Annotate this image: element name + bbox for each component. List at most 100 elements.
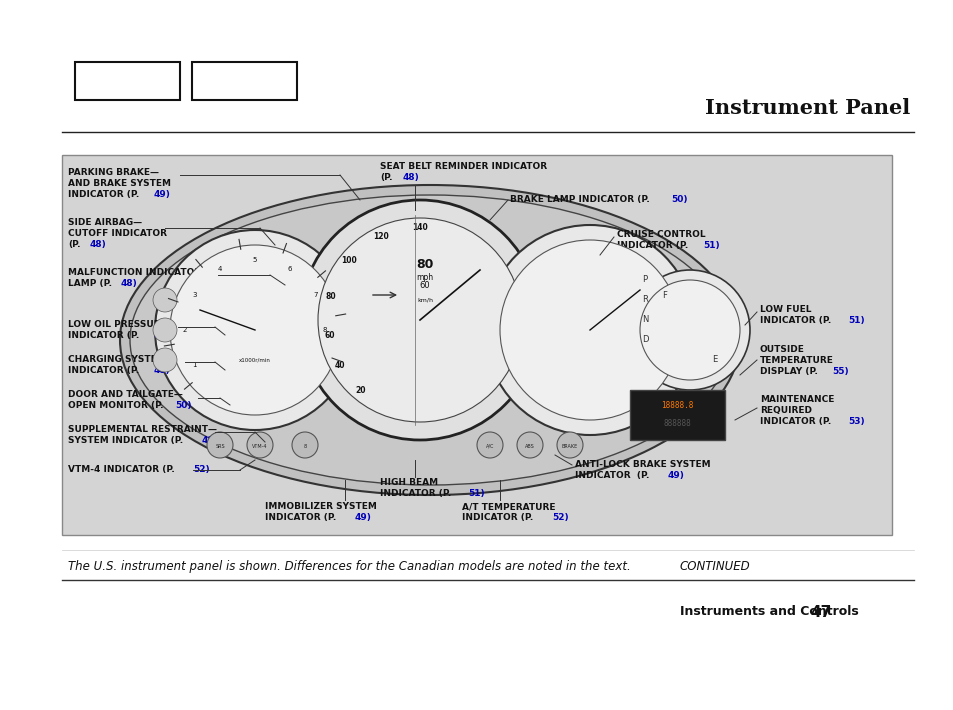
Text: DISPLAY (P.: DISPLAY (P. [760, 367, 817, 376]
Text: INDICATOR  (P.: INDICATOR (P. [575, 471, 649, 480]
Text: 48): 48) [202, 436, 218, 445]
Text: SYSTEM INDICATOR (P.: SYSTEM INDICATOR (P. [68, 436, 183, 445]
Text: AND BRAKE SYSTEM: AND BRAKE SYSTEM [68, 179, 171, 188]
Text: CRUISE CONTROL: CRUISE CONTROL [617, 230, 705, 239]
Text: OUTSIDE: OUTSIDE [760, 345, 804, 354]
Text: 20: 20 [355, 386, 366, 395]
Text: 53): 53) [847, 417, 863, 426]
Text: N: N [641, 315, 647, 324]
Text: x1000r/min: x1000r/min [239, 358, 271, 363]
Text: LOW FUEL: LOW FUEL [760, 305, 811, 314]
Text: PARKING BRAKE—: PARKING BRAKE— [68, 168, 159, 177]
Circle shape [484, 225, 695, 435]
Circle shape [317, 218, 521, 422]
Text: 8: 8 [303, 444, 306, 449]
Text: 888888: 888888 [663, 418, 691, 427]
Circle shape [247, 432, 273, 458]
Circle shape [292, 432, 317, 458]
Text: 60: 60 [419, 280, 430, 290]
Text: 49): 49) [153, 190, 171, 199]
Text: 49): 49) [667, 471, 684, 480]
Bar [192, 62, 296, 100]
Bar [75, 62, 180, 100]
Text: 40: 40 [335, 361, 345, 371]
Text: TEMPERATURE: TEMPERATURE [760, 356, 833, 365]
Ellipse shape [130, 195, 729, 485]
Text: INDICATOR (P.: INDICATOR (P. [760, 417, 830, 426]
Text: CHARGING SYSTEM—: CHARGING SYSTEM— [68, 355, 174, 364]
Text: 55): 55) [831, 367, 848, 376]
Text: 7: 7 [313, 292, 317, 298]
Text: 140: 140 [412, 224, 428, 232]
Ellipse shape [120, 185, 740, 495]
Text: Instruments and Controls: Instruments and Controls [679, 605, 858, 618]
Text: LOW OIL PRESSURE: LOW OIL PRESSURE [68, 320, 167, 329]
Text: F: F [662, 290, 667, 300]
Circle shape [476, 432, 502, 458]
Text: 18888.8: 18888.8 [660, 401, 693, 410]
Text: OPEN MONITOR (P.: OPEN MONITOR (P. [68, 401, 163, 410]
Circle shape [639, 280, 740, 380]
Text: 60: 60 [324, 332, 335, 341]
Text: BRAKE LAMP INDICATOR (P.: BRAKE LAMP INDICATOR (P. [510, 195, 649, 204]
Text: 47: 47 [809, 605, 830, 620]
Circle shape [499, 240, 679, 420]
Text: 48): 48) [153, 331, 171, 340]
Text: 1: 1 [192, 362, 196, 368]
Text: VTM-4: VTM-4 [252, 444, 268, 449]
Text: (P.: (P. [379, 173, 392, 182]
Text: 120: 120 [373, 232, 389, 241]
Text: 48): 48) [402, 173, 419, 182]
Text: 48): 48) [90, 240, 107, 249]
Text: 48): 48) [121, 279, 137, 288]
Text: 49): 49) [355, 513, 372, 522]
Circle shape [152, 288, 177, 312]
Text: 48): 48) [153, 366, 171, 375]
Text: INDICATOR (P.: INDICATOR (P. [760, 316, 830, 325]
Bar [62, 155, 891, 535]
Text: 8: 8 [322, 327, 327, 333]
Text: INDICATOR (P.: INDICATOR (P. [461, 513, 533, 522]
Text: CUTOFF INDICATOR: CUTOFF INDICATOR [68, 229, 167, 238]
Text: MALFUNCTION INDICATOR—: MALFUNCTION INDICATOR— [68, 268, 210, 277]
Text: 50): 50) [670, 195, 687, 204]
Text: IMMOBILIZER SYSTEM: IMMOBILIZER SYSTEM [265, 502, 376, 511]
Text: SRS: SRS [215, 444, 225, 449]
Text: km/h: km/h [416, 297, 433, 302]
Circle shape [629, 270, 749, 390]
Text: SEAT BELT REMINDER INDICATOR: SEAT BELT REMINDER INDICATOR [379, 162, 547, 171]
Text: 51): 51) [847, 316, 863, 325]
Text: 80: 80 [326, 292, 336, 301]
Text: VTM-4 INDICATOR (P.: VTM-4 INDICATOR (P. [68, 465, 174, 474]
Text: P: P [641, 275, 647, 285]
Text: BRAKE: BRAKE [561, 444, 578, 449]
Text: The U.S. instrument panel is shown. Differences for the Canadian models are note: The U.S. instrument panel is shown. Diff… [68, 560, 630, 573]
Circle shape [517, 432, 542, 458]
Circle shape [152, 348, 177, 372]
Text: INDICATOR (P.: INDICATOR (P. [68, 190, 139, 199]
Text: 50): 50) [174, 401, 192, 410]
Text: R: R [641, 295, 647, 305]
Text: 52): 52) [552, 513, 568, 522]
Text: ABS: ABS [524, 444, 535, 449]
Text: 51): 51) [468, 489, 484, 498]
Text: 52): 52) [193, 465, 210, 474]
Text: INDICATOR (P.: INDICATOR (P. [265, 513, 335, 522]
Text: ANTI-LOCK BRAKE SYSTEM: ANTI-LOCK BRAKE SYSTEM [575, 460, 710, 469]
Text: INDICATOR (P.: INDICATOR (P. [68, 331, 139, 340]
Circle shape [207, 432, 233, 458]
Bar [629, 390, 724, 440]
Text: D: D [641, 336, 648, 344]
Circle shape [152, 318, 177, 342]
Text: 5: 5 [253, 257, 257, 263]
Text: 51): 51) [702, 241, 719, 250]
Text: 80: 80 [416, 258, 434, 271]
Text: (P.: (P. [68, 240, 80, 249]
Text: E: E [712, 356, 717, 364]
Text: 3: 3 [192, 292, 196, 298]
Circle shape [557, 432, 582, 458]
Text: SIDE AIRBAG—: SIDE AIRBAG— [68, 218, 142, 227]
Text: REQUIRED: REQUIRED [760, 406, 811, 415]
Text: 100: 100 [341, 256, 357, 266]
Text: 6: 6 [288, 266, 292, 273]
